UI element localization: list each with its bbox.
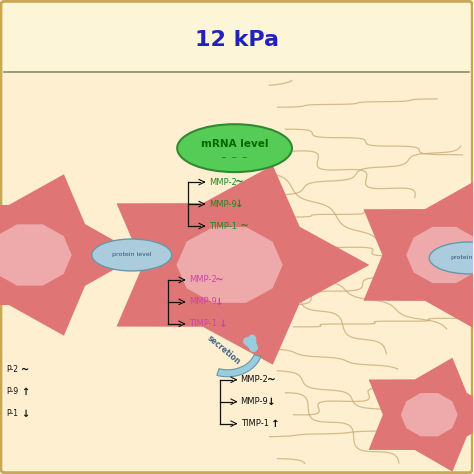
Polygon shape [176,227,283,303]
Text: ~  ~  ~: ~ ~ ~ [221,155,248,161]
Text: ↑: ↑ [271,419,280,428]
Polygon shape [406,227,474,283]
Polygon shape [117,165,369,365]
Bar [4,4,469,73]
Text: ↓: ↓ [266,397,275,407]
Text: MMP-2: MMP-2 [189,275,217,284]
Polygon shape [0,174,140,336]
Text: ~: ~ [266,375,275,385]
Polygon shape [401,393,458,437]
Text: ↓: ↓ [219,319,228,329]
Text: ~: ~ [239,221,248,231]
Text: TIMP-1: TIMP-1 [209,221,237,230]
Bar [4,73,469,470]
Text: mRNA level: mRNA level [201,139,268,149]
Text: P-1: P-1 [6,409,18,418]
Text: ↓: ↓ [21,409,29,419]
Polygon shape [217,355,261,377]
Text: ~: ~ [21,365,29,375]
Text: MMP-2: MMP-2 [209,178,237,187]
Polygon shape [369,358,474,472]
Text: MMP-9: MMP-9 [189,297,217,306]
Text: ↑: ↑ [21,387,29,397]
Ellipse shape [92,239,172,271]
Text: protein level: protein level [112,253,152,257]
Text: ↓: ↓ [215,297,223,307]
Ellipse shape [177,124,292,172]
Polygon shape [0,224,72,286]
Text: TIMP-1: TIMP-1 [189,319,217,328]
Text: secretion: secretion [205,333,242,366]
Text: ~: ~ [215,275,223,285]
Ellipse shape [429,242,474,274]
Polygon shape [364,181,474,329]
Text: MMP-9: MMP-9 [241,397,268,406]
Text: ↓: ↓ [235,199,243,209]
Text: MMP-2: MMP-2 [241,375,268,384]
Text: TIMP-1: TIMP-1 [241,419,269,428]
Text: protein: protein [450,255,473,261]
Text: ~: ~ [235,177,243,187]
Text: P-2: P-2 [6,365,18,374]
Text: 12 kPa: 12 kPa [195,30,279,50]
Text: MMP-9: MMP-9 [209,200,237,209]
Text: P-9: P-9 [6,387,18,396]
